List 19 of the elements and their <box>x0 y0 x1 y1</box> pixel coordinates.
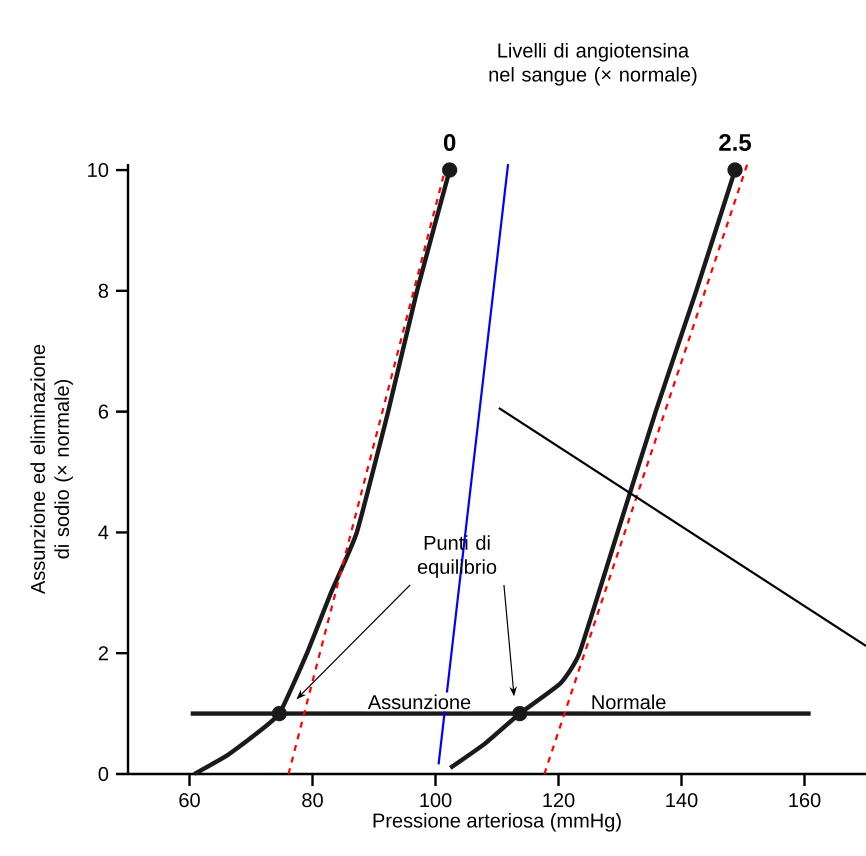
y-tick-label: 8 <box>98 284 108 298</box>
y-axis-title: Assunzione ed eliminazione di sodio (× normale) <box>30 344 73 594</box>
x-tick-label: 100 <box>420 793 452 808</box>
y-tick-label: 10 <box>88 162 108 178</box>
annotation: Assunzione <box>368 694 470 710</box>
y-tick-label: 2 <box>98 646 108 660</box>
annotation: Normale <box>592 694 666 710</box>
y-tick-label: 0 <box>98 766 108 782</box>
x-tick-label: 140 <box>666 793 698 808</box>
y-tick-label: 4 <box>98 526 108 540</box>
y-tick-label: 6 <box>98 404 108 419</box>
x-tick-label: 60 <box>179 793 200 808</box>
annotation: 0 <box>444 134 456 151</box>
annotation: 2.5 <box>719 134 752 151</box>
x-tick-label: 80 <box>302 793 323 808</box>
x-tick-label: 120 <box>543 793 574 808</box>
chart-title: Livelli di angiotensina nel sangue (× normale) <box>489 42 696 86</box>
x-tick-label: 160 <box>789 793 820 808</box>
x-axis-title: Pressione arteriosa (mmHg) <box>374 812 621 832</box>
